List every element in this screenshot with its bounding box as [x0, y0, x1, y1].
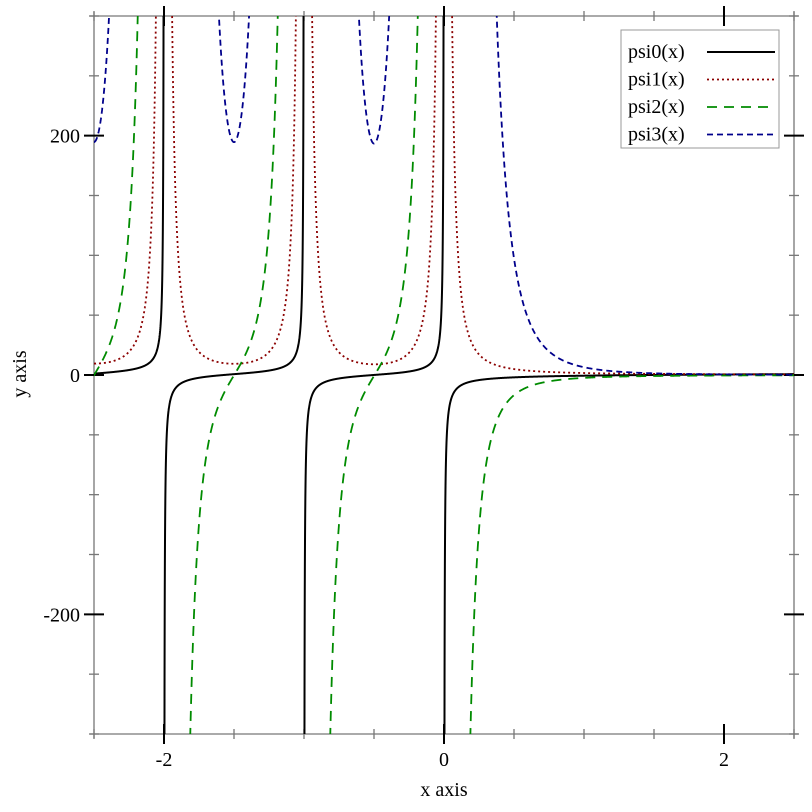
series-line-psi0x: [94, 16, 794, 734]
y-tick-label: 0: [70, 365, 80, 387]
y-axis-label: y axis: [9, 350, 31, 397]
series-line-psi3x: [94, 16, 794, 376]
x-axis-label: x axis: [420, 779, 467, 801]
legend-label: psi3(x): [628, 124, 685, 146]
x-tick-label: 0: [439, 749, 449, 771]
legend-label: psi1(x): [628, 69, 685, 91]
legend-label: psi2(x): [628, 96, 685, 118]
x-tick-label: 2: [719, 749, 729, 771]
curves: [94, 16, 794, 734]
legend-box: [620, 29, 780, 149]
y-tick-label: 200: [50, 126, 80, 148]
tick-labels: -2 0 2 -200 0 200: [43, 126, 729, 771]
legend-label: psi0(x): [628, 41, 685, 63]
y-tick-label: -200: [43, 604, 80, 626]
x-tick-label: -2: [156, 749, 173, 771]
legend: psi0(x) psi1(x) psi2(x) psi3(x): [620, 29, 780, 149]
